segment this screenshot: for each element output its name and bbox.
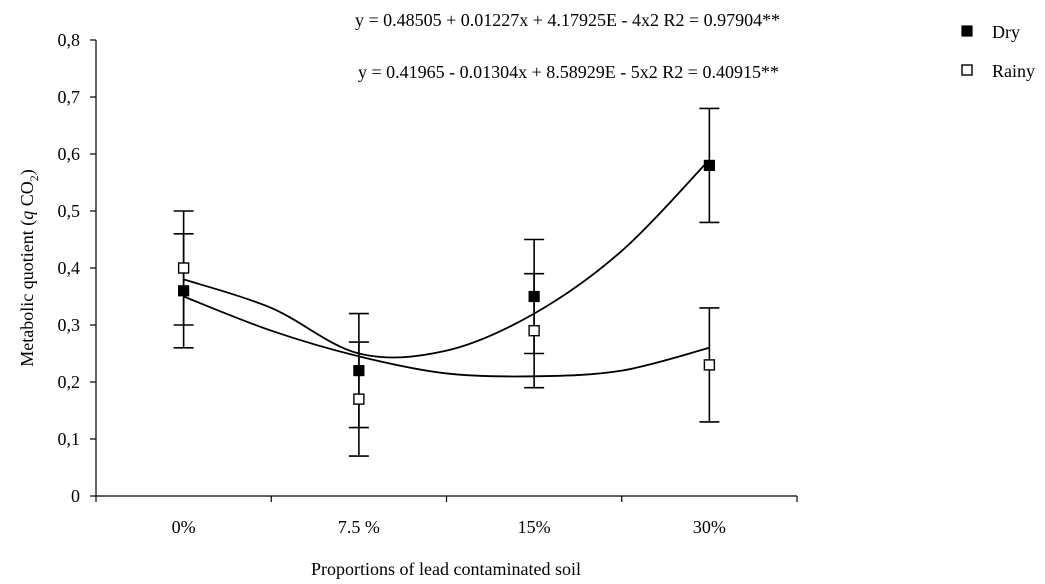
y-tick-label: 0,7 bbox=[58, 87, 81, 107]
rainy-fit-curve bbox=[183, 295, 710, 378]
y-tick-label: 0,5 bbox=[58, 201, 81, 221]
y-tick-label: 0,4 bbox=[58, 258, 81, 278]
rainy-data-point bbox=[177, 262, 190, 274]
x-tick-label: 15% bbox=[518, 517, 551, 537]
x-tick-label: 7.5 % bbox=[338, 517, 380, 537]
legend-marker-dry bbox=[961, 25, 973, 37]
plot-area bbox=[95, 40, 797, 497]
dry-fit-curve bbox=[183, 159, 711, 359]
fit-curves bbox=[183, 159, 711, 378]
y-axis-title: Metabolic quotient (q CO2) bbox=[17, 169, 41, 366]
rainy-data-point bbox=[353, 393, 365, 405]
y-tick-label: 0,8 bbox=[58, 30, 81, 50]
legend: Dry Rainy bbox=[961, 22, 1035, 81]
y-axis-ticks: 0 0,1 0,2 0,3 0,4 0,5 0,6 0,7 0,8 bbox=[58, 30, 96, 506]
y-tick-label: 0,2 bbox=[58, 372, 81, 392]
legend-label-dry: Dry bbox=[992, 22, 1020, 42]
x-axis-ticks: 0% 7.5 % 15% 30% bbox=[95, 496, 798, 537]
y-tick-label: 0,3 bbox=[58, 315, 81, 335]
y-tick-label: 0,6 bbox=[58, 144, 81, 164]
legend-marker-rainy bbox=[961, 64, 973, 76]
dry-data-point bbox=[178, 285, 190, 297]
legend-label-rainy: Rainy bbox=[992, 61, 1035, 81]
rainy-data-point bbox=[703, 359, 716, 371]
dry-data-point bbox=[703, 159, 715, 171]
dry-data-point bbox=[528, 290, 540, 303]
rainy-data-point bbox=[528, 325, 540, 337]
rainy-equation: y = 0.41965 - 0.01304x + 8.58929E - 5x2 … bbox=[358, 62, 779, 82]
data-points bbox=[177, 159, 716, 405]
x-tick-label: 0% bbox=[172, 517, 196, 537]
error-bars bbox=[173, 107, 720, 457]
y-tick-label: 0,1 bbox=[58, 429, 81, 449]
x-axis-title: Proportions of lead contaminated soil bbox=[311, 559, 581, 579]
x-tick-label: 30% bbox=[693, 517, 726, 537]
dry-data-point bbox=[353, 365, 365, 377]
y-tick-label: 0 bbox=[71, 486, 80, 506]
dry-equation: y = 0.48505 + 0.01227x + 4.17925E - 4x2 … bbox=[355, 10, 780, 30]
